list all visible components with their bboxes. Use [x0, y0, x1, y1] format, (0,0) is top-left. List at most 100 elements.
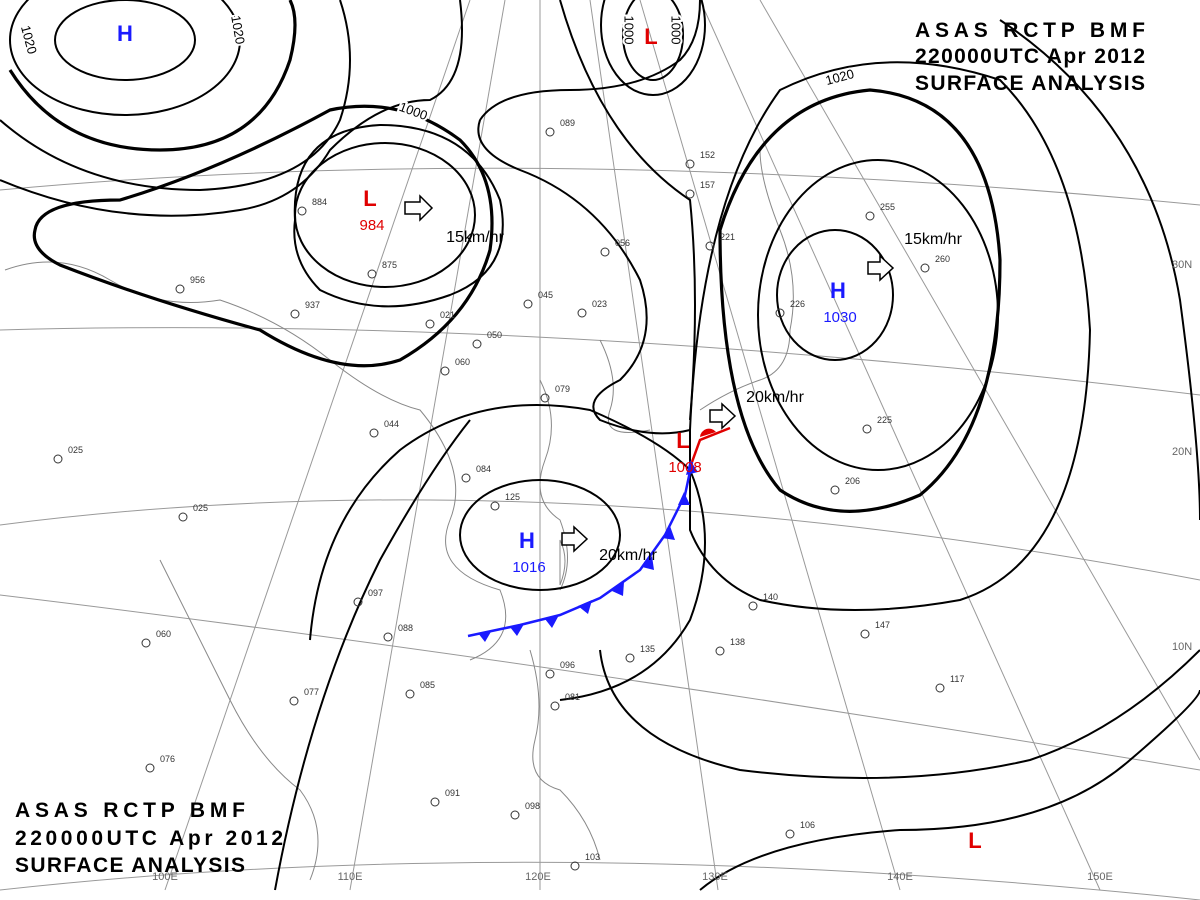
center-symbol: L: [363, 186, 376, 211]
station-pressure: 152: [700, 150, 715, 160]
station-marker: [383, 632, 393, 642]
station-pressure: 096: [560, 660, 575, 670]
longitude-label: 140E: [887, 871, 913, 883]
header-bottom: ASAS RCTP BMF 220000UTC Apr 2012 SURFACE…: [15, 799, 283, 877]
station-marker: [685, 159, 695, 169]
station-pressure: 023: [592, 299, 607, 309]
motion-label: 20km/hr: [599, 547, 657, 564]
center-pressure: 1016: [512, 559, 545, 576]
station-marker: [178, 512, 188, 522]
header-line: 220000UTC Apr 2012: [915, 45, 1145, 68]
station-marker: [860, 629, 870, 639]
station-pressure: 021: [440, 310, 455, 320]
center-symbol: L: [676, 428, 689, 453]
station-marker: [862, 424, 872, 434]
header-line: 220000UTC Apr 2012: [15, 827, 283, 850]
station-marker: [405, 689, 415, 699]
station-pressure: 084: [476, 464, 491, 474]
station-marker: [297, 206, 307, 216]
station-pressure: 088: [398, 623, 413, 633]
latitude-label: 10N: [1172, 641, 1192, 653]
station-marker: [865, 211, 875, 221]
center-symbol: H: [519, 528, 535, 553]
station-marker: [830, 485, 840, 495]
station-marker: [545, 669, 555, 679]
station-pressure: 225: [877, 415, 892, 425]
motion-label: 15km/hr: [904, 231, 962, 248]
station-marker: [290, 309, 300, 319]
station-marker: [715, 646, 725, 656]
station-marker: [625, 653, 635, 663]
station-marker: [490, 501, 500, 511]
station-marker: [175, 284, 185, 294]
station-pressure: 050: [487, 330, 502, 340]
latitude-label: 30N: [1172, 259, 1192, 271]
station-marker: [785, 829, 795, 839]
station-pressure: 060: [455, 357, 470, 367]
station-pressure: 044: [384, 419, 399, 429]
station-marker: [550, 701, 560, 711]
center-symbol: L: [644, 24, 657, 49]
station-pressure: 884: [312, 197, 327, 207]
station-marker: [523, 299, 533, 309]
station-pressure: 875: [382, 260, 397, 270]
station-pressure: 255: [880, 202, 895, 212]
station-pressure: 098: [525, 801, 540, 811]
longitude-label: 130E: [702, 871, 728, 883]
station-pressure: 089: [560, 118, 575, 128]
station-pressure: 097: [368, 588, 383, 598]
station-marker: [600, 247, 610, 257]
longitude-label: 150E: [1087, 871, 1113, 883]
station-marker: [289, 696, 299, 706]
station-marker: [775, 308, 785, 318]
isobar-label: 1000: [669, 16, 684, 45]
station-pressure: 056: [615, 238, 630, 248]
station-marker: [440, 366, 450, 376]
station-marker: [577, 308, 587, 318]
station-pressure: 079: [555, 384, 570, 394]
center-pressure: 984: [359, 217, 384, 234]
longitude-label: 100E: [152, 871, 178, 883]
station-marker: [353, 597, 363, 607]
station-pressure: 206: [845, 476, 860, 486]
station-pressure: 117: [950, 674, 964, 684]
center-symbol: H: [117, 21, 133, 46]
motion-label: 15km/hr: [446, 229, 504, 246]
station-pressure: 135: [640, 644, 655, 654]
station-pressure: 025: [193, 503, 208, 513]
station-marker: [545, 127, 555, 137]
station-marker: [367, 269, 377, 279]
station-marker: [540, 393, 550, 403]
station-pressure: 125: [505, 492, 520, 502]
station-pressure: 106: [800, 820, 815, 830]
station-marker: [685, 189, 695, 199]
station-marker: [472, 339, 482, 349]
center-pressure: 1030: [823, 309, 856, 326]
latitude-label: 20N: [1172, 446, 1192, 458]
station-pressure: 226: [790, 299, 805, 309]
station-pressure: 045: [538, 290, 553, 300]
center-symbol: L: [968, 828, 981, 853]
station-pressure: 085: [420, 680, 435, 690]
station-marker: [705, 241, 715, 251]
center-pressure: 1008: [668, 459, 701, 476]
fronts: [467, 426, 731, 642]
isobar-label: 1000: [622, 16, 637, 45]
station-marker: [53, 454, 63, 464]
station-pressure: 221: [720, 232, 735, 242]
station-pressure: 138: [730, 637, 745, 647]
station-marker: [461, 473, 471, 483]
station-pressure: 956: [190, 275, 205, 285]
station-marker: [425, 319, 435, 329]
station-pressure: 157: [700, 180, 715, 190]
station-marker: [510, 810, 520, 820]
station-pressure: 076: [160, 754, 175, 764]
station-marker: [570, 861, 580, 871]
station-marker: [935, 683, 945, 693]
longitude-label: 110E: [338, 871, 363, 883]
station-marker: [141, 638, 151, 648]
station-marker: [369, 428, 379, 438]
station-marker: [430, 797, 440, 807]
